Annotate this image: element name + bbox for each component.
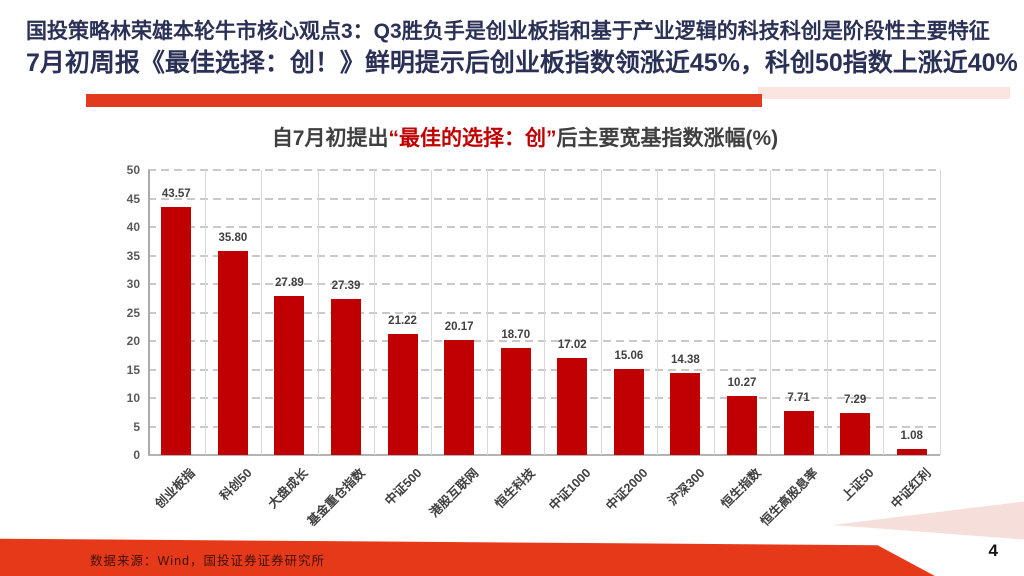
bar (274, 296, 305, 455)
bar (727, 396, 757, 455)
v-gridline (600, 170, 602, 455)
bar-value-label: 7.29 (843, 394, 867, 407)
bar (783, 411, 814, 455)
data-source: 数据来源：Wind，国投证券证券研究所 (90, 554, 325, 568)
bar-value-label: 27.39 (331, 279, 361, 292)
v-gridline (826, 170, 828, 455)
bar (444, 340, 475, 455)
chart-title-highlight: “最佳的选择：创” (388, 127, 557, 150)
bar (840, 413, 871, 455)
bar (161, 206, 192, 455)
footer-red-band (0, 538, 935, 576)
title-underline-tail (758, 87, 1010, 99)
bar-value-label: 17.02 (557, 338, 587, 351)
y-axis: 0 5 10 15 20 25 30 35 40 45 50 (96, 163, 140, 462)
bar-value-label: 18.70 (501, 329, 531, 342)
bar (331, 298, 361, 455)
bar-value-label: 20.17 (444, 321, 474, 334)
chart-title-prefix: 自7月初提出 (271, 127, 389, 150)
v-gridline (940, 170, 941, 455)
bar-value-label: 10.27 (727, 377, 757, 390)
v-gridline (883, 170, 885, 455)
y-tick-label: 25 (126, 305, 140, 320)
bar-value-label: 35.80 (218, 231, 248, 244)
bar-value-label: 15.06 (614, 350, 644, 363)
bar (613, 369, 644, 455)
v-gridline (430, 170, 432, 455)
bar (557, 357, 588, 455)
v-gridline (374, 170, 376, 455)
bar-value-label: 43.57 (161, 187, 191, 200)
plot-area: 43.57 创业板指 35.80 科创50 27.89 大盘成长 27.39 基金重仓指数 21… (148, 169, 941, 529)
y-tick-label: 0 (133, 448, 140, 462)
headline-line2: 7月初周报《最佳选择：创！》鲜明提示后创业板指数领涨近45%，科创50指数上涨近… (26, 49, 1018, 77)
v-gridline (487, 170, 489, 455)
y-tick-label: 40 (126, 220, 140, 234)
y-tick-label: 20 (126, 334, 140, 348)
chart-title-suffix: 后主要宽基指数涨幅(%) (556, 127, 779, 150)
bar-value-label: 14.38 (671, 354, 700, 367)
y-tick-label: 10 (126, 391, 140, 405)
v-gridline (317, 170, 319, 455)
y-tick-label: 15 (126, 362, 140, 377)
v-gridline (261, 170, 263, 455)
v-gridline (148, 170, 150, 455)
footer: 公众号：林荣雄策略会客厅 数据来源：Wind，国投证券证券研究所 4 (0, 495, 1024, 576)
bar (896, 448, 927, 455)
chart-title: 自7月初提出“最佳的选择：创”后主要宽基指数涨幅(%) (85, 122, 965, 152)
y-tick-label: 35 (126, 248, 140, 263)
bar-value-label: 21.22 (388, 315, 417, 328)
bar (387, 334, 418, 455)
v-gridline (713, 170, 715, 455)
page-number: 4 (988, 541, 998, 560)
bar-value-label: 27.89 (275, 277, 304, 290)
v-gridline (770, 170, 772, 455)
bar (217, 250, 248, 455)
y-tick-label: 50 (126, 163, 140, 177)
bar-value-label: 7.71 (787, 392, 810, 405)
v-gridline (204, 170, 206, 455)
x-axis-line (148, 454, 940, 456)
headline-line1: 国投策略林荣雄本轮牛市核心观点3：Q3胜负手是创业板指和基于产业逻辑的科技科创是… (26, 20, 990, 43)
y-tick-label: 45 (126, 191, 140, 206)
v-gridline (657, 170, 659, 455)
v-gridline (544, 170, 545, 455)
bar-value-label: 1.08 (900, 429, 923, 442)
title-underline (86, 94, 762, 107)
header: 国投策略林荣雄本轮牛市核心观点3：Q3胜负手是创业板指和基于产业逻辑的科技科创是… (26, 16, 1018, 80)
y-tick-label: 30 (126, 277, 140, 291)
bar (500, 348, 531, 455)
bar (670, 373, 701, 455)
y-tick-label: 5 (133, 419, 140, 434)
